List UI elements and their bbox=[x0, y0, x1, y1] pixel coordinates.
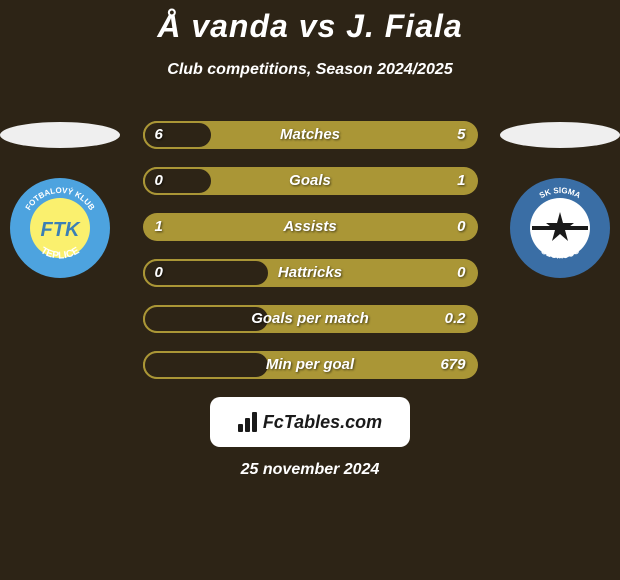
stats-container: 6Matches50Goals11Assists00Hattricks0Goal… bbox=[143, 121, 478, 379]
stat-label: Goals bbox=[143, 167, 478, 195]
right-club-block: SK SIGMA OLOMOUC bbox=[500, 122, 620, 278]
stat-right-value: 0.2 bbox=[445, 305, 466, 333]
stat-row: 0Goals1 bbox=[143, 167, 478, 195]
stat-label: Assists bbox=[143, 213, 478, 241]
left-club-logo: FTK FOTBALOVÝ KLUB TEPLICE bbox=[10, 178, 110, 278]
page-title: Å vanda vs J. Fiala bbox=[0, 0, 620, 45]
chart-icon bbox=[238, 412, 257, 432]
stat-label: Min per goal bbox=[143, 351, 478, 379]
stat-right-value: 0 bbox=[457, 213, 465, 241]
ellipse-shadow bbox=[0, 122, 120, 148]
footer-text: FcTables.com bbox=[263, 412, 382, 433]
stat-row: 1Assists0 bbox=[143, 213, 478, 241]
stat-right-value: 679 bbox=[440, 351, 465, 379]
subtitle: Club competitions, Season 2024/2025 bbox=[0, 61, 620, 79]
stat-row: 6Matches5 bbox=[143, 121, 478, 149]
ellipse-shadow bbox=[500, 122, 620, 148]
stat-right-value: 0 bbox=[457, 259, 465, 287]
stat-label: Hattricks bbox=[143, 259, 478, 287]
stat-right-value: 5 bbox=[457, 121, 465, 149]
svg-text:FTK: FTK bbox=[41, 219, 81, 241]
stat-right-value: 1 bbox=[457, 167, 465, 195]
stat-row: Goals per match0.2 bbox=[143, 305, 478, 333]
stat-row: 0Hattricks0 bbox=[143, 259, 478, 287]
left-club-block: FTK FOTBALOVÝ KLUB TEPLICE bbox=[0, 122, 120, 278]
date: 25 november 2024 bbox=[0, 461, 620, 479]
right-club-logo: SK SIGMA OLOMOUC bbox=[510, 178, 610, 278]
stat-label: Matches bbox=[143, 121, 478, 149]
stat-label: Goals per match bbox=[143, 305, 478, 333]
stat-row: Min per goal679 bbox=[143, 351, 478, 379]
footer-attribution: FcTables.com bbox=[210, 397, 410, 447]
